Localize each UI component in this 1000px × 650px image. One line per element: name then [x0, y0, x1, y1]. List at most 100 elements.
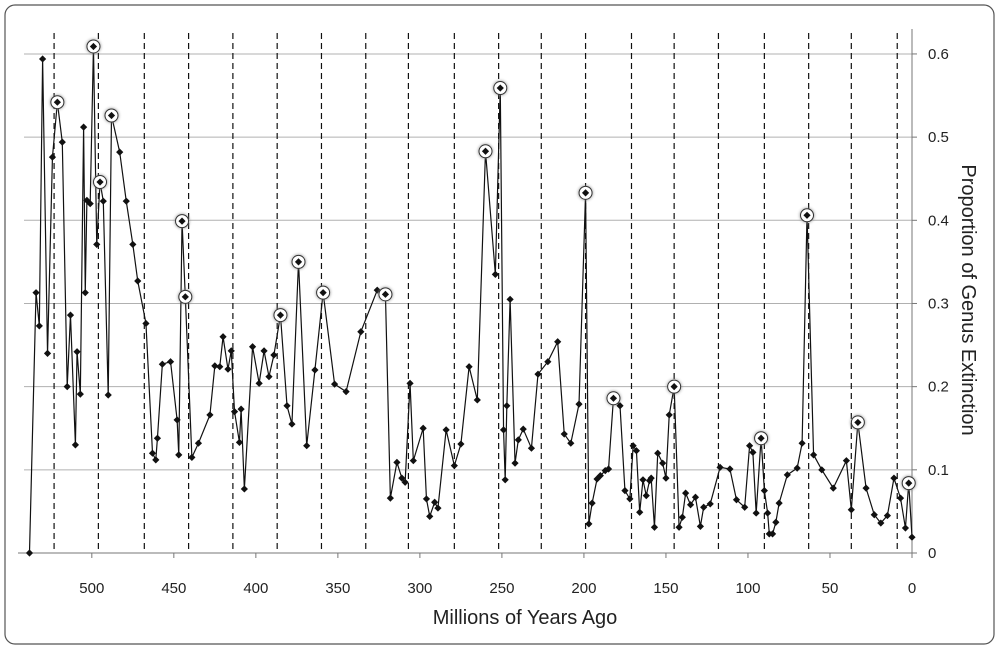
data-point	[373, 286, 381, 294]
data-point	[609, 394, 618, 402]
data-point	[393, 458, 401, 466]
data-point	[650, 523, 659, 531]
data-point	[342, 388, 350, 396]
data-point	[749, 448, 757, 456]
data-point	[230, 408, 239, 416]
y-tick-label: 0	[928, 545, 936, 562]
data-point	[716, 463, 724, 471]
data-point	[665, 411, 673, 419]
x-tick-label: 400	[243, 580, 268, 597]
data-point	[248, 343, 257, 351]
y-tick-label: 0.4	[928, 212, 949, 229]
data-point	[647, 474, 655, 482]
data-point	[66, 311, 75, 319]
data-point	[877, 519, 885, 527]
data-point	[726, 465, 734, 473]
data-point	[588, 499, 596, 507]
data-point	[173, 416, 181, 424]
data-point	[604, 465, 613, 473]
data-point	[772, 518, 780, 526]
data-point	[303, 442, 311, 450]
data-point	[409, 457, 417, 465]
data-point	[601, 467, 609, 475]
data-point	[276, 311, 285, 319]
data-point	[93, 240, 101, 249]
data-point	[255, 379, 263, 387]
data-point	[481, 147, 490, 155]
data-point	[567, 439, 575, 447]
data-point	[422, 495, 431, 503]
data-point	[544, 358, 552, 366]
data-point	[636, 508, 644, 516]
data-point	[890, 474, 898, 482]
x-tick-label: 450	[161, 580, 186, 597]
data-point	[216, 363, 224, 371]
data-point	[575, 400, 583, 408]
data-point	[847, 506, 855, 514]
data-point	[700, 503, 708, 511]
data-point	[519, 425, 527, 433]
data-point	[862, 484, 870, 492]
data-point	[153, 434, 162, 442]
data-point	[798, 439, 806, 447]
data-point	[148, 449, 157, 457]
data-point	[818, 466, 826, 474]
x-tick-label: 500	[79, 580, 104, 597]
data-point	[675, 523, 683, 531]
data-point	[654, 449, 662, 457]
data-point	[80, 123, 88, 131]
data-point	[691, 493, 700, 501]
data-point	[501, 476, 509, 484]
data-point	[752, 509, 760, 517]
data-point	[682, 489, 690, 497]
data-point	[419, 424, 427, 432]
y-tick-label: 0.1	[928, 462, 949, 479]
data-point	[116, 148, 124, 156]
data-point	[76, 390, 84, 398]
data-point	[311, 366, 319, 374]
data-point	[499, 426, 508, 434]
data-point	[741, 503, 749, 511]
data-point	[63, 383, 71, 391]
data-point	[25, 549, 34, 557]
data-point	[235, 438, 244, 446]
data-point	[629, 442, 637, 450]
data-point	[732, 496, 741, 504]
data-point	[386, 494, 394, 502]
x-tick-label: 300	[407, 580, 432, 597]
data-point	[288, 420, 296, 428]
data-point	[746, 442, 754, 450]
data-point	[632, 447, 641, 455]
data-point	[58, 138, 66, 146]
data-point	[511, 459, 519, 467]
data-point	[639, 476, 647, 484]
data-point	[768, 530, 777, 538]
data-point	[330, 380, 339, 388]
y-tick-label: 0.3	[928, 295, 949, 312]
data-point	[211, 362, 219, 370]
data-point	[803, 211, 811, 219]
data-point	[442, 426, 450, 434]
y-tick-label: 0.5	[928, 129, 949, 146]
data-point	[678, 513, 686, 521]
x-axis-title: Millions of Years Ago	[433, 607, 618, 629]
x-tick-label: 50	[822, 580, 839, 597]
data-point	[457, 440, 465, 448]
data-point	[829, 484, 837, 492]
data-point	[527, 444, 536, 452]
data-point	[616, 402, 624, 410]
data-point	[854, 418, 862, 427]
data-point	[706, 500, 714, 508]
data-point	[224, 365, 232, 373]
data-point	[81, 289, 89, 297]
data-point	[775, 499, 783, 507]
x-tick-label: 250	[489, 580, 514, 597]
data-point	[142, 319, 150, 328]
data-point	[175, 451, 183, 459]
x-tick-label: 350	[325, 580, 350, 597]
data-point	[596, 472, 604, 480]
data-point	[503, 402, 511, 410]
data-point	[783, 471, 791, 479]
data-point	[294, 258, 303, 266]
data-point	[842, 457, 850, 465]
